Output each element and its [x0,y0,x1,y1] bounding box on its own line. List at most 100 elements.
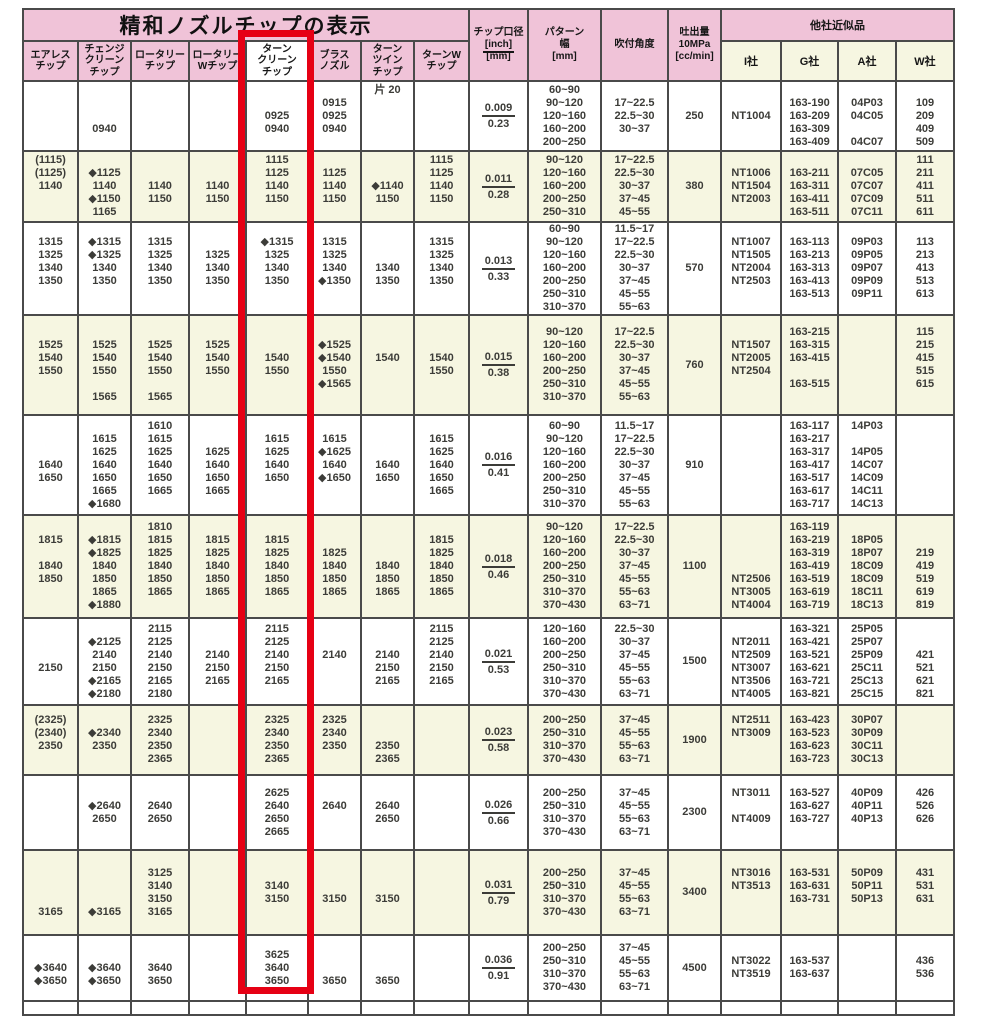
cell-brass: ◆1525 ◆1540 1550 ◆1565 [307,314,362,416]
cell-flow: 1100 [667,514,722,619]
cell-flow: 570 [667,221,722,316]
cell-company-G: 163-117 163-217 163-317 163-417 163-517 163-6… [780,414,839,516]
cell-bore: 0.023 0.58 [468,704,529,776]
cell-bore: 0.013 0.33 [468,221,529,316]
cell-pattern: 90~120 120~160 160~200 200~250 250~310 310~37… [527,314,602,416]
table-row: 0940 0925 0940 0915 0925 0940 片 20 0.009 0.2… [22,80,955,152]
cell-angle: 22.5~30 30~37 37~45 45~55 55~63 63~71 [600,617,669,706]
cell-angle: 11.5~17 17~22.5 22.5~30 30~37 37~45 45~55 55~6… [600,414,669,516]
cell-turnW: 1115 1125 1140 1150 [413,150,470,223]
col-header-rotary: ロータリー チップ [130,40,190,82]
cell-turnW: 2115 2125 2140 2150 2165 [413,617,470,706]
cell-change: 1525 1540 1550 1565 [77,314,132,416]
cell-angle: 37~45 45~55 55~63 63~71 [600,774,669,851]
cell-turnW [413,774,470,851]
cell-change: ◆2125 2140 2150 ◆2165 ◆2180 [77,617,132,706]
cell-company-W [895,704,955,776]
cell-empty [188,1000,247,1016]
cell-airless: 1525 1540 1550 [22,314,79,416]
cell-company-A: 30P07 30P09 30C11 30C13 [837,704,897,776]
cell-airless: 1315 1325 1340 1350 [22,221,79,316]
col-header-company-I: I社 [720,40,782,82]
cell-airless: 3165 [22,849,79,936]
col-header-turntwin: ターン ツイン チップ [360,40,415,82]
cell-turnclean: 3140 3150 [245,849,309,936]
cell-company-A: 14P03 14P05 14C07 14C09 14C11 14C13 [837,414,897,516]
cell-flow: 910 [667,414,722,516]
col-group-others: 他社近似品 [720,8,955,42]
cell-turntwin: 片 20 [360,80,415,152]
cell-turnW [413,80,470,152]
cell-brass: 2325 2340 2350 [307,704,362,776]
cell-company-W: 426 526 626 [895,774,955,851]
cell-bore: 0.018 0.46 [468,514,529,619]
col-header-turnW: ターンW チップ [413,40,470,82]
table-row: 1315 1325 1340 1350 ◆1315 ◆1325 1340 1350 1315… [22,221,955,316]
cell-turntwin: 3150 [360,849,415,936]
cell-company-G: 163-537 163-637 [780,934,839,1002]
cell-bore: 0.031 0.79 [468,849,529,936]
cell-change: ◆1815 ◆1825 1840 1850 1865 ◆1880 [77,514,132,619]
col-header-flow: 吐出量 10MPa [cc/min] [667,8,722,82]
cell-company-W: 421 521 621 821 [895,617,955,706]
cell-company-I: NT1004 [720,80,782,152]
cell-empty [22,1000,79,1016]
cell-rotaryW: 1625 1640 1650 1665 [188,414,247,516]
cell-turntwin: 1540 [360,314,415,416]
cell-company-I: NT1007 NT1505 NT2004 NT2503 [720,221,782,316]
cell-rotary: 2640 2650 [130,774,190,851]
cell-empty [307,1000,362,1016]
table-row: ◆2640 2650 2640 2650 2625 2640 2650 2665 2640… [22,774,955,851]
cell-turntwin: 2140 2150 2165 [360,617,415,706]
cell-airless: (1115) (1125) 1140 [22,150,79,223]
cell-empty [77,1000,132,1016]
cell-company-G: 163-321 163-421 163-521 163-621 163-721 163-8… [780,617,839,706]
cell-turnW: 1540 1550 [413,314,470,416]
cell-company-I: NT3022 NT3519 [720,934,782,1002]
cell-company-G: 163-113 163-213 163-313 163-413 163-513 [780,221,839,316]
cell-turnW: 1615 1625 1640 1650 1665 [413,414,470,516]
cell-turntwin: 2350 2365 [360,704,415,776]
table-row: 3165 ◆3165 3125 3140 3150 3165 3140 3150 3150… [22,849,955,936]
cell-turntwin: 1840 1850 1865 [360,514,415,619]
cell-empty [895,1000,955,1016]
cell-empty [413,1000,470,1016]
cell-company-G: 163-119 163-219 163-319 163-419 163-519 163-6… [780,514,839,619]
cell-company-G: 163-211 163-311 163-411 163-511 [780,150,839,223]
cell-empty [245,1000,309,1016]
cell-pattern: 200~250 250~310 310~370 370~430 [527,849,602,936]
cell-company-I: NT1507 NT2005 NT2504 [720,314,782,416]
cell-rotaryW: 1325 1340 1350 [188,221,247,316]
cell-turnclean: 1615 1625 1640 1650 [245,414,309,516]
cell-empty [468,1000,529,1016]
cell-turntwin: ◆1140 1150 [360,150,415,223]
cell-company-W: 436 536 [895,934,955,1002]
cell-brass: 3650 [307,934,362,1002]
cell-airless [22,80,79,152]
table-row: ◆3640 ◆3650 ◆3640 ◆3650 3640 3650 3625 3640 36… [22,934,955,1002]
cell-flow: 1900 [667,704,722,776]
cell-flow: 1500 [667,617,722,706]
col-header-bore: チップ口径 [inch] [mm] [468,8,529,82]
cell-airless: 1640 1650 [22,414,79,516]
cell-flow: 760 [667,314,722,416]
cell-company-G: 163-423 163-523 163-623 163-723 [780,704,839,776]
cell-rotary: 1610 1615 1625 1640 1650 1665 [130,414,190,516]
cell-empty [667,1000,722,1016]
cell-company-A: 40P09 40P11 40P13 [837,774,897,851]
cell-empty [360,1000,415,1016]
table-header: 精和ノズルチップの表示 チップ口径 [inch] [mm] パターン幅 [mm] 吹付角度吐… [22,8,955,82]
cell-company-I: NT2506 NT3005 NT4004 [720,514,782,619]
cell-bore: 0.026 0.66 [468,774,529,851]
cell-brass: 3150 [307,849,362,936]
cell-company-W: 219 419 519 619 819 [895,514,955,619]
cell-brass: 2640 [307,774,362,851]
cell-turnW [413,704,470,776]
col-header-company-A: A社 [837,40,897,82]
cell-rotary: 1140 1150 [130,150,190,223]
cell-angle: 17~22.5 22.5~30 30~37 37~45 45~55 55~63 63~71 [600,514,669,619]
table-body: 0940 0925 0940 0915 0925 0940 片 20 0.009 0.2… [22,80,955,1016]
cell-turnW [413,849,470,936]
cell-airless: 1815 1840 1850 [22,514,79,619]
cell-rotaryW [188,774,247,851]
